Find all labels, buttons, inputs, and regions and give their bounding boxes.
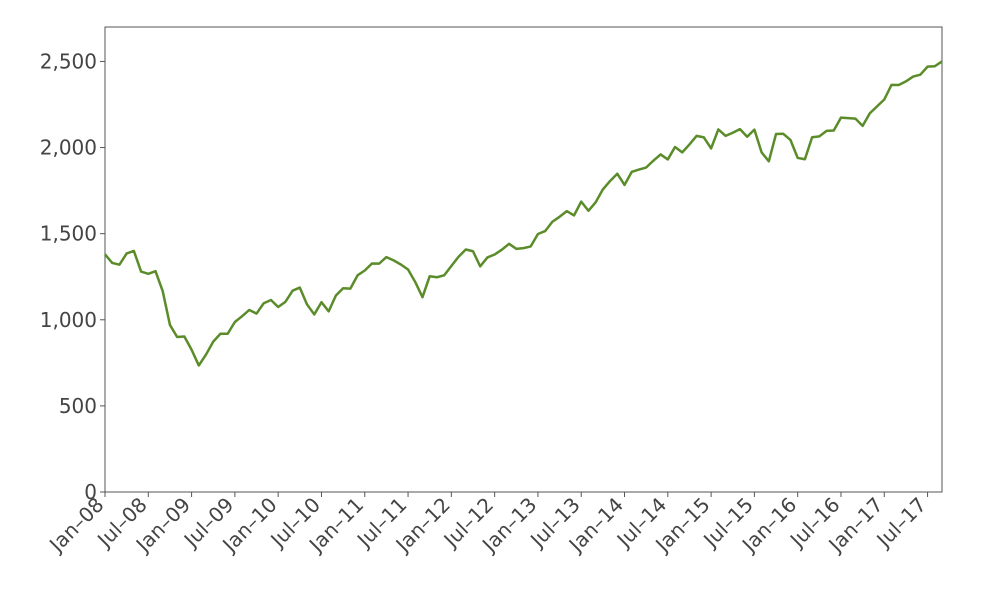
y-tick-label: 1,500 xyxy=(40,222,97,246)
y-tick-label: 1,000 xyxy=(40,308,97,332)
x-tick-label: Jan–08 xyxy=(43,493,108,558)
y-tick-label: 2,500 xyxy=(40,49,97,73)
y-tick-label: 2,000 xyxy=(40,136,97,160)
plot-frame xyxy=(104,26,943,493)
y-tick-label: 0 xyxy=(84,480,97,504)
line-series xyxy=(104,60,943,367)
y-tick-label: 500 xyxy=(59,394,97,418)
